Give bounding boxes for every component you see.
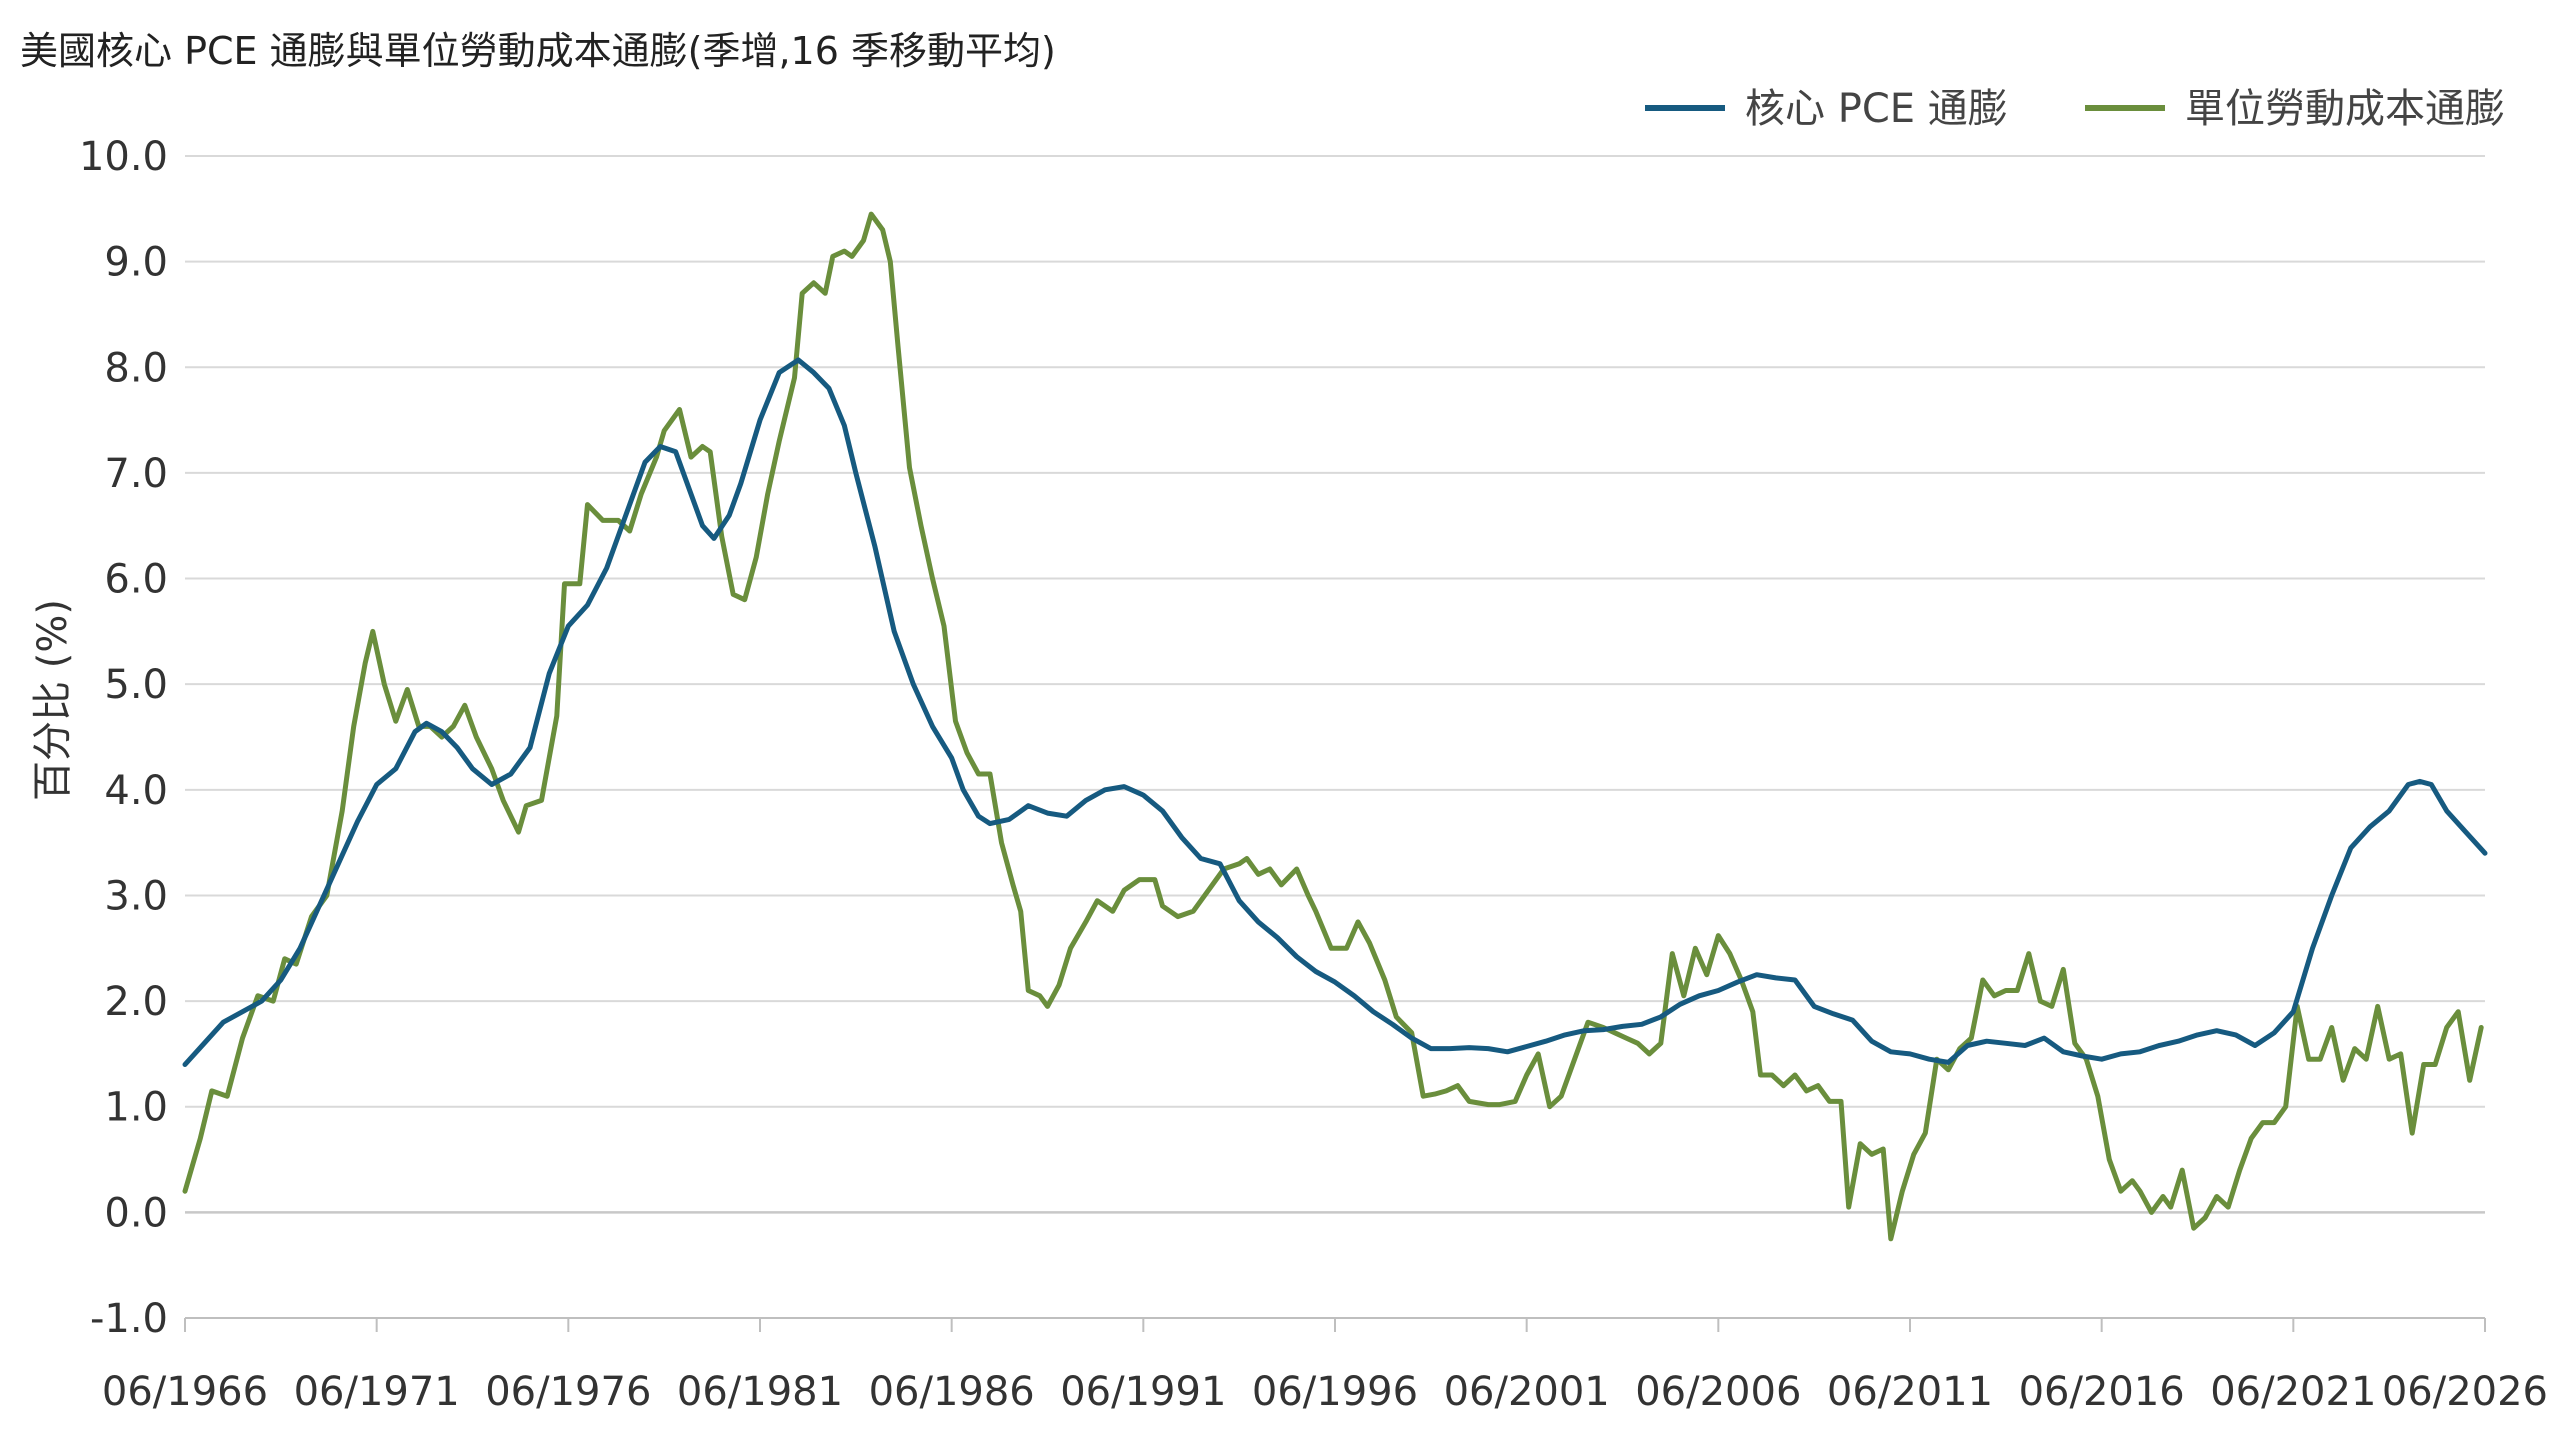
y-tick-label: -1.0 [90,1296,168,1342]
x-tick-label: 06/2001 [1444,1369,1610,1415]
y-tick-label: 5.0 [104,662,168,708]
y-tick-label: 8.0 [104,345,168,391]
legend: 核心 PCE 通膨 單位勞動成本通膨 [1645,86,2505,132]
y-tick-label: 6.0 [104,557,168,603]
y-tick-label: 9.0 [104,240,168,286]
gridlines [185,155,2485,1214]
x-tick-label: 06/1966 [102,1369,268,1415]
legend-label-core-pce: 核心 PCE 通膨 [1745,86,2008,132]
x-tick-label: 06/1981 [677,1369,843,1415]
y-tick-label: 0.0 [104,1190,168,1236]
y-axis-label: 百分比 (%) [30,599,76,801]
y-tick-label: 3.0 [104,873,168,919]
series-line-unit-labor-cost [182,211,2484,1242]
chart-title: 美國核心 PCE 通膨與單位勞動成本通膨(季增,16 季移動平均) [20,29,1056,73]
y-tick-label: 4.0 [104,768,168,814]
x-tick-label: 06/1971 [294,1369,460,1415]
x-tick-label: 06/1976 [485,1369,651,1415]
y-tick-label: 2.0 [104,979,168,1025]
x-tick-label: 06/2016 [2019,1369,2185,1415]
x-tick-label: 06/2011 [1827,1369,1993,1415]
x-tick-label: 06/1986 [869,1369,1035,1415]
x-tick-label: 06/2026 [2382,1369,2548,1415]
x-tick-label: 06/1991 [1060,1369,1226,1415]
y-tick-label: 7.0 [104,451,168,497]
plot-area [182,211,2488,1242]
x-axis: 06/1966 06/1971 06/1976 06/1981 06/1986 06/19… [102,1317,2548,1415]
y-axis-ticks: -1.0 0.0 1.0 2.0 3.0 4.0 5.0 6.0 7.0 8.0 9.0 10.0 [79,134,168,1342]
legend-label-unit-labor-cost: 單位勞動成本通膨 [2185,86,2505,132]
y-tick-label: 10.0 [79,134,168,180]
x-tick-label: 06/2006 [1635,1369,1801,1415]
x-tick-label: 06/2021 [2210,1369,2376,1415]
series-line-core-pce [182,357,2488,1067]
x-tick-label: 06/1996 [1252,1369,1418,1415]
y-tick-label: 1.0 [104,1085,168,1131]
